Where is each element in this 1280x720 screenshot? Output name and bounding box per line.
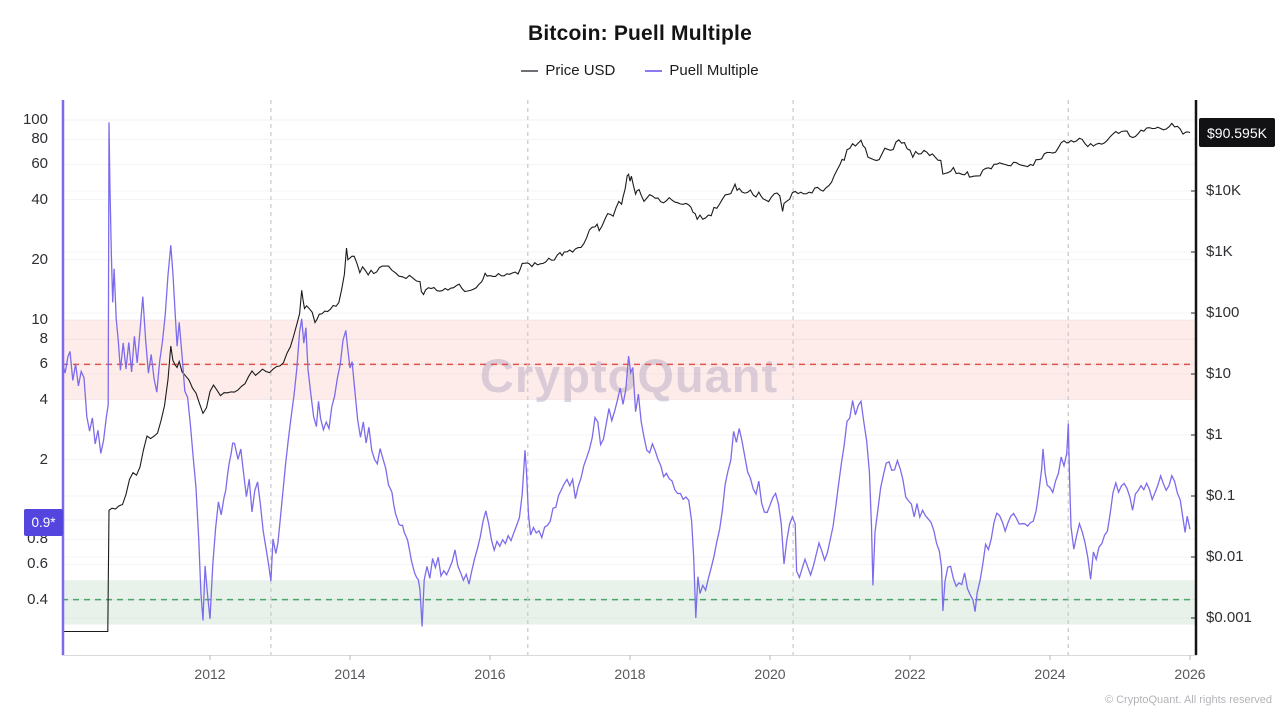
legend-label-price: Price USD bbox=[545, 62, 616, 79]
puell-line-swatch-icon bbox=[645, 69, 663, 72]
y-axis-label-right: $0.001 bbox=[1206, 609, 1252, 626]
legend-item-puell[interactable]: Puell Multiple bbox=[645, 62, 759, 79]
y-axis-label-left: 80 bbox=[31, 130, 48, 147]
x-axis-label: 2026 bbox=[1174, 666, 1206, 682]
y-axis-label-left: 10 bbox=[31, 311, 48, 328]
x-axis-label: 2020 bbox=[754, 666, 786, 682]
y-axis-label-right: $1K bbox=[1206, 243, 1233, 260]
y-axis-label-right: $0.1 bbox=[1206, 487, 1236, 504]
x-axis-label: 2016 bbox=[474, 666, 506, 682]
series-lines bbox=[62, 122, 1191, 633]
y-axis-left: 100 80 60 40 20 10 8 6 4 2 0.8 0.6 0.4 bbox=[0, 0, 48, 720]
undervalued-zone bbox=[62, 580, 1197, 625]
x-axis: 2012 2014 2016 2018 2020 2022 2024 2026 bbox=[0, 666, 1280, 686]
legend-label-puell: Puell Multiple bbox=[669, 62, 759, 79]
gridlines bbox=[62, 119, 1197, 619]
y-axis-label-left: 2 bbox=[39, 451, 48, 468]
y-axis-label-left: 100 bbox=[22, 111, 48, 128]
y-axis-label-right: $100 bbox=[1206, 304, 1240, 321]
y-axis-label-left: 20 bbox=[31, 251, 48, 268]
y-axis-label-right: $10 bbox=[1206, 365, 1232, 382]
threshold-lines bbox=[62, 100, 1197, 655]
price-series-line bbox=[62, 122, 1191, 633]
y-axis-right: $10K $1K $100 $10 $1 $0.1 $0.01 $0.001 bbox=[1206, 0, 1280, 720]
price-current-value-badge: $90.595K bbox=[1199, 118, 1275, 147]
price-line-swatch-icon bbox=[521, 69, 539, 72]
y-axis-label-right: $1 bbox=[1206, 426, 1223, 443]
copyright-text: © CryptoQuant. All rights reserved bbox=[1104, 694, 1272, 706]
y-axis-label-left: 8 bbox=[39, 330, 48, 347]
y-axis-label-right: $10K bbox=[1206, 182, 1242, 199]
x-axis-label: 2018 bbox=[614, 666, 646, 682]
axes bbox=[61, 100, 1198, 660]
x-axis-label: 2014 bbox=[334, 666, 366, 682]
puell-current-value-badge: 0.9* bbox=[24, 509, 63, 536]
y-axis-label-left: 60 bbox=[31, 155, 48, 172]
x-axis-label: 2012 bbox=[194, 666, 226, 682]
x-axis-label: 2024 bbox=[1034, 666, 1066, 682]
legend-item-price[interactable]: Price USD bbox=[521, 62, 615, 79]
y-axis-label-left: 40 bbox=[31, 191, 48, 208]
y-axis-label-left: 0.4 bbox=[27, 591, 48, 608]
x-axis-label: 2022 bbox=[894, 666, 926, 682]
y-axis-label-left: 6 bbox=[39, 355, 48, 372]
legend: Price USD Puell Multiple bbox=[0, 62, 1280, 79]
y-axis-label-left: 0.6 bbox=[27, 555, 48, 572]
y-axis-label-right: $0.01 bbox=[1206, 548, 1244, 565]
y-axis-label-left: 4 bbox=[39, 391, 48, 408]
chart-title: Bitcoin: Puell Multiple bbox=[528, 22, 752, 45]
puell-series-line bbox=[62, 122, 1191, 627]
